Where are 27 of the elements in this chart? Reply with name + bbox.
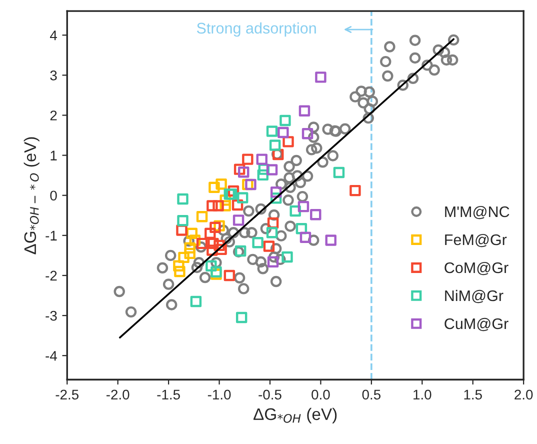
x-tick-label: -1.5 — [157, 390, 180, 400]
legend-label: CoM@Gr — [444, 262, 508, 276]
y-tick-label: 0 — [50, 190, 57, 201]
x-tick-label: -1.0 — [208, 390, 231, 400]
y-axis-title: ΔG$_{*OH−*O}$ (eV) — [24, 137, 40, 254]
y-tick-label: -3 — [46, 310, 57, 321]
annotation: Strong adsorption — [196, 22, 316, 37]
x-tick-label: -2.0 — [106, 390, 130, 400]
y-tick-label: 4 — [50, 30, 57, 40]
legend-label: CuM@Gr — [444, 318, 508, 332]
y-tick-label: -1 — [46, 230, 57, 240]
x-axis-title: ΔG$_{*OH}$ (eV) — [254, 408, 337, 424]
legend-label: M'M@NC — [445, 206, 510, 220]
y-tick-label: 3 — [50, 70, 57, 80]
x-tick-label: 0.0 — [312, 390, 330, 400]
y-tick-label: -4 — [46, 351, 57, 361]
x-tick-label: 1.0 — [414, 390, 432, 400]
y-tick-label: 1 — [50, 150, 57, 160]
x-tick-label: 2.0 — [514, 390, 533, 400]
legend-label: FeM@Gr — [445, 234, 507, 248]
y-tick-label: 2 — [50, 110, 57, 120]
x-tick-label: 0.5 — [362, 390, 380, 400]
x-tick-label: 1.5 — [464, 390, 482, 400]
x-tick-label: -2.5 — [56, 390, 79, 400]
x-tick-label: -0.5 — [258, 390, 282, 400]
y-tick-label: -2 — [46, 270, 57, 281]
legend-label: NiM@Gr — [445, 290, 504, 304]
